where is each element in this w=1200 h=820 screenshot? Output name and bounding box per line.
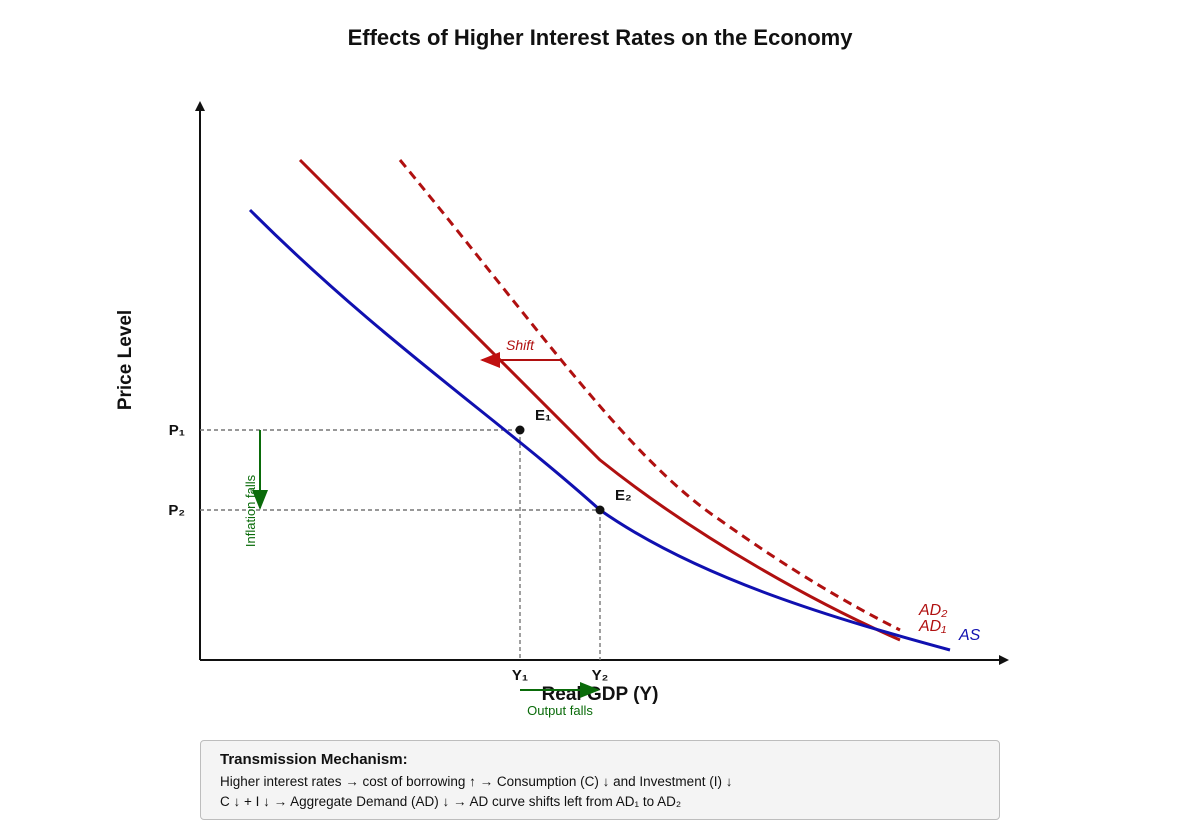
e1-point <box>515 425 525 435</box>
economic-diagram: Effects of Higher Interest Rates on the … <box>115 25 1009 718</box>
as-label: AS <box>958 627 981 644</box>
ad2-curve <box>398 159 901 632</box>
e1-label: E₁ <box>535 407 551 424</box>
mechanism-line-1: Higher interest rates → cost of borrowin… <box>220 774 733 789</box>
e2-point <box>595 505 605 515</box>
mechanism-title: Transmission Mechanism: <box>220 751 408 768</box>
output-label: Output falls <box>527 703 593 718</box>
ad1-label: AD₁ <box>918 618 946 635</box>
y-axis-label: Price Level <box>115 310 136 410</box>
inflation-label: Inflation falls <box>243 474 258 547</box>
e2-label: E₂ <box>615 487 632 504</box>
ad1-curve <box>298 158 901 642</box>
shift-label: Shift <box>506 337 535 353</box>
transmission-mechanism-box: Transmission Mechanism: Higher interest … <box>200 740 1000 820</box>
p1-tick-label: P₁ <box>169 422 185 439</box>
ad2-label: AD₂ <box>918 602 947 619</box>
chart-title: Effects of Higher Interest Rates on the … <box>348 25 854 50</box>
mechanism-line-2: C ↓ + I ↓ → Aggregate Demand (AD) ↓ → AD… <box>220 794 682 809</box>
y2-tick-label: Y₂ <box>592 667 609 684</box>
p2-tick-label: P₂ <box>168 502 185 519</box>
x-axis-label: Real GDP (Y) <box>542 684 659 705</box>
y1-tick-label: Y₁ <box>512 667 528 684</box>
